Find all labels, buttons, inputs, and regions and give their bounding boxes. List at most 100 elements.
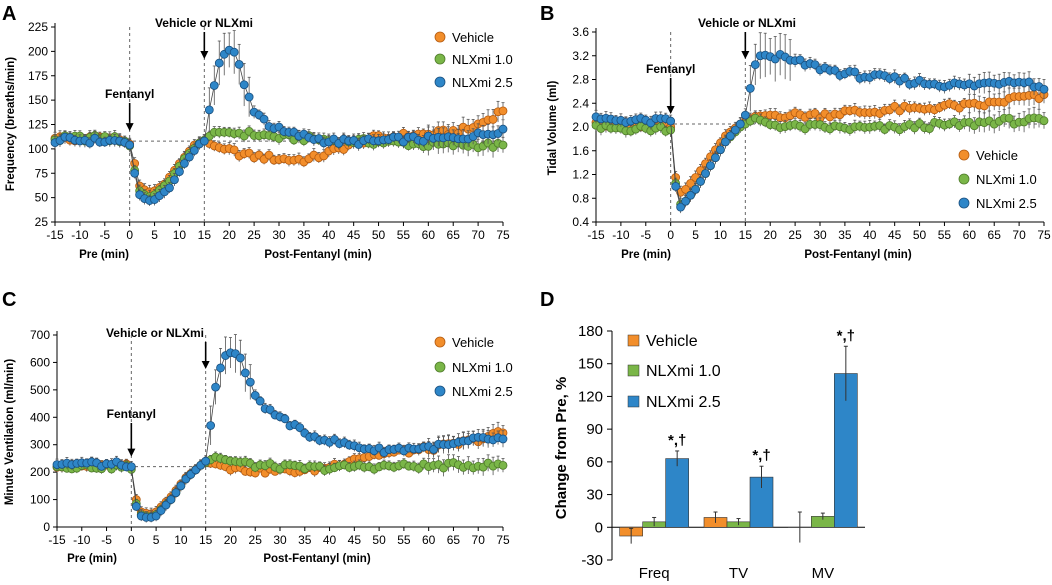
data-point <box>498 140 508 150</box>
data-point <box>156 506 166 515</box>
x-tick-label: 20 <box>764 228 778 242</box>
panel-b-ylabel: Tidal Volume (ml) <box>547 80 559 175</box>
x-tick-label: 15 <box>199 533 213 547</box>
panel-c-letter: C <box>2 289 16 311</box>
data-point <box>900 73 910 83</box>
legend-nlxmi-1-0: NLXmi 1.0 <box>452 52 513 67</box>
data-point <box>498 434 508 444</box>
y-tick-label: 2.4 <box>572 96 589 110</box>
y-tick-label: 225 <box>28 20 48 34</box>
data-point <box>265 405 275 414</box>
panel-d-letter: D <box>540 289 554 311</box>
data-point <box>750 60 760 70</box>
data-point <box>730 125 740 135</box>
x-tick-label: 0 <box>667 228 674 242</box>
panel-b-xlabel-post: Post-Fentanyl (min) <box>804 249 912 261</box>
data-point <box>735 119 745 129</box>
data-point <box>810 60 820 70</box>
significance-marker: *,† <box>668 432 686 449</box>
x-tick-label: 75 <box>496 533 510 547</box>
legend-nlxmi-2-5: NLXmi 2.5 <box>976 196 1037 211</box>
x-tick-label: 70 <box>1012 228 1026 242</box>
x-tick-label: -5 <box>99 228 110 242</box>
panel-a-letter: A <box>2 3 16 25</box>
panel-d-ylabel: Change from Pre, % <box>553 377 570 520</box>
x-tick-label: 5 <box>153 533 160 547</box>
x-tick-label: -15 <box>48 533 66 547</box>
data-point <box>691 184 700 194</box>
y-tick-label: 0.8 <box>572 191 589 205</box>
series-nlx25 <box>52 334 508 523</box>
data-point <box>706 161 715 170</box>
y-tick-label: 125 <box>28 118 48 132</box>
x-tick-label: 35 <box>298 533 312 547</box>
x-tick-label: 50 <box>372 533 386 547</box>
x-tick-label: 5 <box>692 228 699 242</box>
legend-vehicle: Vehicle <box>452 335 494 350</box>
data-point <box>189 146 199 155</box>
legend-vehicle: Vehicle <box>976 148 1018 163</box>
y-tick-label: 500 <box>30 383 50 397</box>
x-tick-label: 5 <box>151 228 158 242</box>
data-point <box>229 47 239 57</box>
data-point <box>721 137 730 147</box>
panel-d-plot: -30 0 30 60 90 120 150 180 Freq *,† TV *,† MV *,† <box>578 323 865 582</box>
y-tick-label: 50 <box>35 191 49 205</box>
data-point <box>726 131 735 141</box>
y-tick-label: 75 <box>35 166 49 180</box>
y-tick-label: 3.6 <box>572 25 589 39</box>
data-point <box>165 183 174 193</box>
panel-c-plot: 0 100 200 300 400 500 600 700 -15 -10 -5 0 5 10 15 20 25… <box>30 328 510 547</box>
legend-marker-nlx25 <box>627 395 640 408</box>
data-point <box>211 382 220 392</box>
data-point <box>711 153 720 163</box>
x-tick-label: 55 <box>938 228 952 242</box>
x-tick-label: 20 <box>224 533 238 547</box>
panel-b-xlabel-pre: Pre (min) <box>621 249 671 261</box>
y-tick-label: 25 <box>35 215 49 229</box>
data-point <box>176 481 186 491</box>
fentanyl-arrow-head <box>125 123 134 132</box>
data-point <box>716 145 725 155</box>
legend-nlxmi-1-0: NLXmi 1.0 <box>976 172 1037 187</box>
x-tick-label: 45 <box>347 228 361 242</box>
x-tick-label: 25 <box>788 228 802 242</box>
category-label: Freq <box>639 565 670 582</box>
x-tick-label: 55 <box>397 228 411 242</box>
data-point <box>180 159 189 168</box>
data-point <box>244 92 254 102</box>
y-tick-label: -30 <box>581 552 603 569</box>
x-tick-label: -5 <box>101 533 112 547</box>
data-point <box>745 84 755 93</box>
data-point <box>245 377 255 387</box>
x-tick-label: 15 <box>198 228 212 242</box>
x-tick-label: 10 <box>173 228 187 242</box>
legend-marker-nlx10 <box>958 173 970 185</box>
x-tick-label: 40 <box>322 228 336 242</box>
legend-marker-nlx25 <box>434 385 446 397</box>
panel-a-ylabel: Frequency (breaths/min) <box>5 57 17 191</box>
panel-c: C Minute Ventilation (ml/min) Pre (min) … <box>2 289 513 565</box>
y-tick-label: 600 <box>30 355 50 369</box>
data-point <box>131 502 141 511</box>
panel-c-ylabel: Minute Ventilation (ml/min) <box>4 359 16 505</box>
data-point <box>201 456 211 466</box>
x-tick-label: -10 <box>71 228 89 242</box>
data-point <box>280 414 290 424</box>
y-tick-label: 1.6 <box>572 144 589 158</box>
category-label: MV <box>812 565 835 582</box>
legend-nlxmi-2-5: NLXmi 2.5 <box>452 384 513 399</box>
significance-marker: *,† <box>752 447 770 464</box>
data-point <box>295 423 305 433</box>
panel-a-legend: Vehicle NLXmi 1.0 NLXmi 2.5 <box>452 30 513 90</box>
x-tick-label: 0 <box>128 533 135 547</box>
x-tick-label: 10 <box>714 228 728 242</box>
data-point <box>686 190 695 200</box>
series-nlx25 <box>591 32 1049 214</box>
x-tick-label: -10 <box>73 533 91 547</box>
x-tick-label: 30 <box>273 533 287 547</box>
panel-b-legend: Vehicle NLXmi 1.0 NLXmi 2.5 <box>976 148 1037 211</box>
data-point <box>696 177 705 186</box>
y-tick-label: 1.2 <box>572 168 589 182</box>
panel-c-xlabel-pre: Pre (min) <box>67 553 117 565</box>
